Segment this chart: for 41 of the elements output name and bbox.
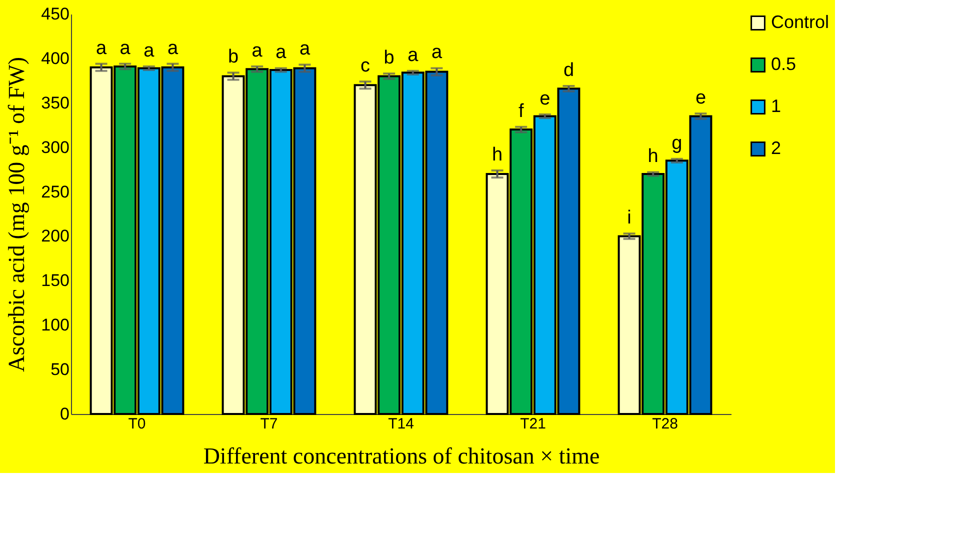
x-tick-label: T21: [520, 416, 546, 432]
legend-label: 0.5: [771, 54, 796, 74]
y-axis-title: Ascorbic acid (mg 100 g⁻¹ of FW): [4, 56, 30, 372]
y-tick-label: 300: [41, 138, 70, 157]
data-label: a: [408, 44, 419, 66]
x-tick-label: T7: [260, 416, 278, 432]
data-label: a: [144, 40, 155, 62]
data-label: e: [540, 88, 550, 110]
data-label: e: [695, 88, 706, 109]
data-label: g: [672, 132, 682, 154]
x-tick-label: T28: [652, 416, 678, 432]
data-label: h: [648, 146, 658, 168]
data-label: b: [384, 48, 394, 69]
y-tick-label: 0: [60, 404, 70, 424]
y-tick-label: 250: [41, 182, 70, 202]
data-label: c: [360, 56, 370, 77]
data-label: a: [167, 38, 178, 59]
x-tick-label: T14: [388, 416, 414, 432]
data-label: b: [228, 46, 239, 68]
y-tick-label: 100: [41, 316, 70, 335]
data-label: a: [252, 40, 263, 62]
y-tick-label: 150: [41, 271, 70, 290]
data-label: d: [563, 60, 574, 81]
y-tick-label: 200: [41, 226, 70, 246]
legend-label: 1: [771, 96, 782, 116]
data-label: h: [492, 144, 503, 166]
data-label: a: [96, 38, 107, 59]
data-label: a: [276, 42, 287, 64]
data-label: a: [299, 38, 310, 60]
legend-label: 2: [771, 138, 782, 158]
y-tick-label: 450: [41, 4, 70, 24]
data-label: i: [627, 208, 632, 229]
data-label: a: [431, 42, 442, 64]
y-tick-label: 350: [41, 93, 70, 112]
legend-label: Control: [771, 12, 830, 32]
y-tick-label: 50: [50, 360, 70, 380]
y-tick-label: 400: [41, 48, 70, 68]
data-label: a: [120, 38, 131, 59]
x-tick-label: T0: [128, 416, 146, 432]
x-axis-title: Different concentrations of chitosan × time: [203, 444, 600, 468]
data-label: f: [518, 100, 524, 122]
